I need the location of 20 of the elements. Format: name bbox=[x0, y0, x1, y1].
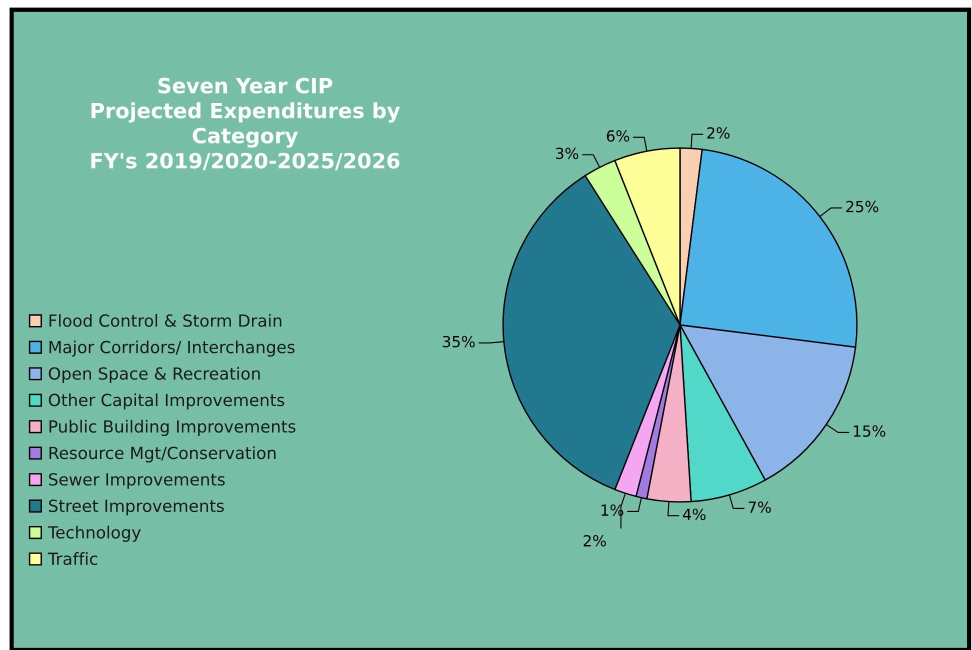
data-label: 6% bbox=[606, 130, 630, 142]
legend-label: Technology bbox=[48, 526, 141, 542]
legend-label: Traffic bbox=[48, 552, 98, 566]
data-label: 15% bbox=[854, 425, 886, 437]
legend-label: Flood Control & Storm Drain bbox=[50, 314, 282, 327]
chart-title: Seven Year CIP Projected Expenditures by Category FY's 2019/2020-2025/2026 bbox=[91, 78, 400, 170]
legend-label: Sewer Improvements bbox=[49, 473, 225, 489]
data-label: 2% bbox=[707, 127, 730, 139]
legend-label: Open Space & Recreation bbox=[48, 366, 260, 384]
data-label: 4% bbox=[682, 508, 706, 520]
data-label: 35% bbox=[442, 336, 475, 348]
legend-label: Public Building Improvements bbox=[50, 420, 296, 436]
legend-label: Street Improvements bbox=[49, 500, 224, 516]
data-label: 2% bbox=[584, 534, 606, 547]
data-label: 25% bbox=[846, 200, 878, 212]
data-label: 7% bbox=[748, 501, 771, 513]
legend-label: Resource Mgt/Conservation bbox=[50, 446, 276, 462]
legend-label: Other Capital Improvements bbox=[48, 393, 284, 410]
data-label: 3% bbox=[556, 148, 578, 160]
legend-label: Major Corridors/ Interchanges bbox=[50, 340, 295, 357]
